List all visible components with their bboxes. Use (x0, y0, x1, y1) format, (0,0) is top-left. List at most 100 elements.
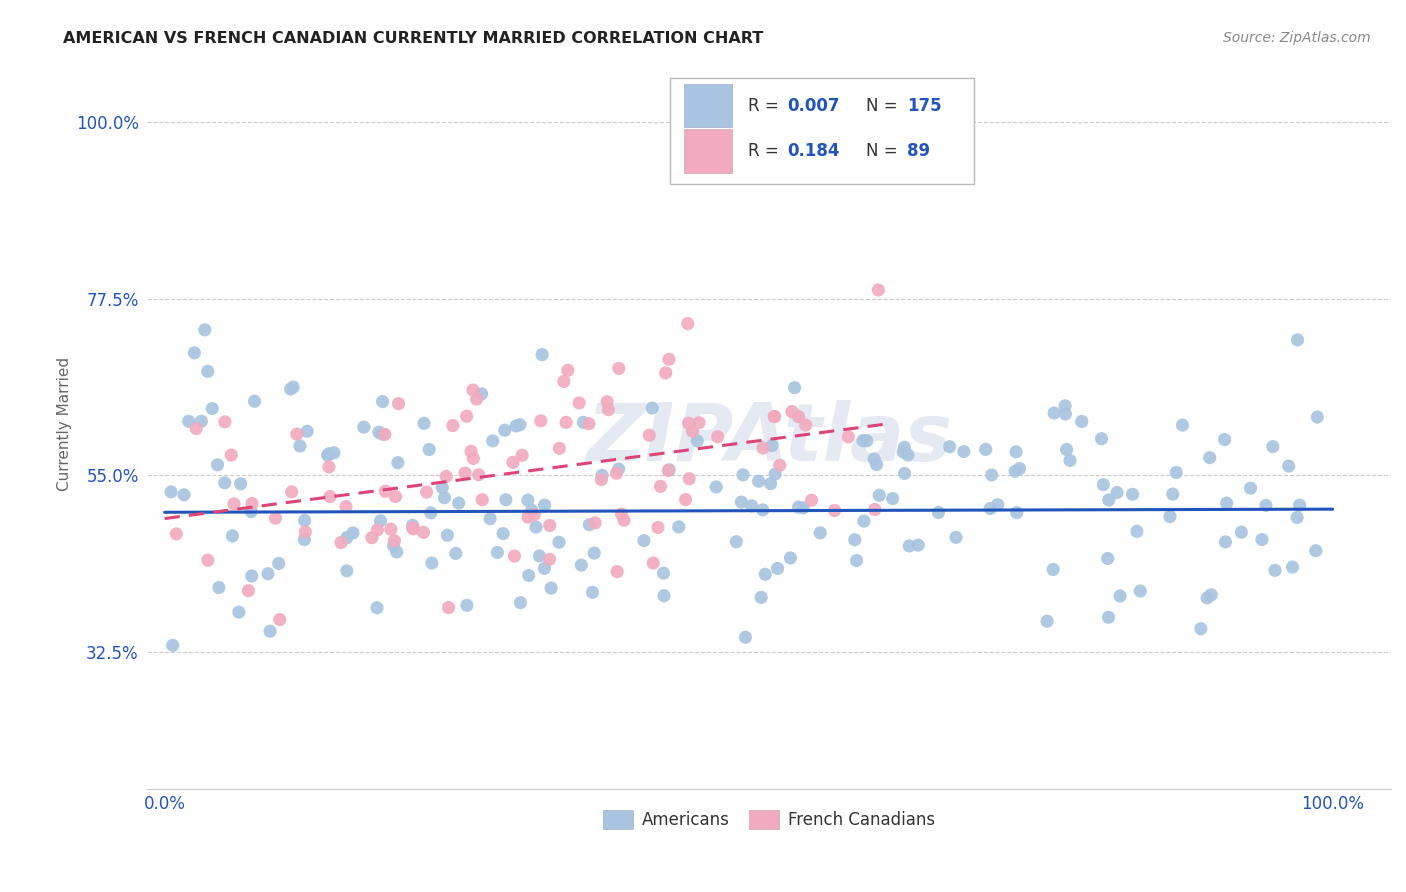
Point (240, 496, 263, 510)
Point (444, 546, 467, 560)
FancyBboxPatch shape (685, 129, 731, 173)
Point (641, 401, 664, 415)
Point (436, 528, 458, 542)
Point (787, 500, 810, 515)
Point (441, 418, 464, 433)
Point (1171, 418, 1194, 433)
Point (503, 549, 526, 563)
Point (292, 533, 315, 547)
Point (1036, 614, 1059, 628)
Point (761, 438, 783, 452)
Point (316, 448, 339, 462)
FancyBboxPatch shape (669, 78, 974, 184)
Point (591, 473, 613, 487)
Point (387, 397, 409, 411)
Point (420, 556, 443, 570)
Point (434, 469, 457, 483)
Point (401, 518, 423, 533)
Point (238, 583, 260, 598)
Point (382, 539, 405, 553)
Point (384, 533, 406, 548)
Point (583, 516, 606, 530)
Point (456, 409, 478, 424)
Point (413, 417, 436, 431)
Point (221, 529, 243, 543)
Point (538, 518, 561, 533)
Point (190, 414, 212, 428)
Point (1097, 610, 1119, 624)
Point (787, 409, 810, 424)
Point (1254, 499, 1277, 513)
Point (402, 521, 425, 535)
Point (654, 366, 676, 380)
Point (366, 523, 388, 537)
Point (658, 463, 681, 477)
Text: N =: N = (866, 96, 903, 114)
Point (1056, 442, 1078, 457)
Point (162, 638, 184, 652)
Point (538, 552, 561, 566)
Point (863, 502, 886, 516)
Point (1005, 445, 1028, 459)
Point (676, 317, 699, 331)
Point (610, 507, 633, 521)
Point (418, 442, 440, 457)
Point (688, 416, 710, 430)
Point (516, 493, 538, 508)
Point (531, 348, 554, 362)
Point (1098, 493, 1121, 508)
Point (837, 430, 859, 444)
Point (734, 630, 756, 644)
Point (208, 581, 231, 595)
Point (228, 605, 250, 619)
Point (173, 488, 195, 502)
Point (502, 455, 524, 469)
Text: 175: 175 (907, 96, 942, 114)
Point (766, 561, 789, 575)
Point (384, 490, 406, 504)
Point (686, 434, 709, 448)
Point (754, 567, 776, 582)
Point (1097, 551, 1119, 566)
Point (259, 624, 281, 639)
Point (533, 561, 555, 575)
Y-axis label: Currently Married: Currently Married (58, 358, 72, 491)
Point (177, 414, 200, 428)
Point (517, 568, 540, 582)
Point (294, 513, 316, 527)
Point (678, 472, 700, 486)
Point (751, 503, 773, 517)
Point (229, 476, 252, 491)
FancyBboxPatch shape (685, 84, 731, 128)
Point (1166, 466, 1188, 480)
Point (891, 445, 914, 459)
Point (650, 479, 672, 493)
Point (1126, 524, 1149, 539)
Point (555, 416, 578, 430)
Point (517, 510, 540, 524)
Point (578, 417, 600, 431)
Point (824, 503, 846, 517)
Point (987, 498, 1010, 512)
Point (706, 430, 728, 444)
Point (598, 402, 620, 417)
Point (479, 511, 502, 525)
Point (240, 504, 263, 518)
Point (741, 499, 763, 513)
Text: N =: N = (866, 142, 908, 160)
Point (980, 467, 1002, 482)
Point (557, 363, 579, 377)
Point (613, 513, 636, 527)
Point (852, 434, 875, 448)
Point (596, 394, 619, 409)
Point (371, 394, 394, 409)
Point (952, 444, 974, 458)
Text: R =: R = (748, 142, 789, 160)
Point (1054, 407, 1077, 421)
Point (336, 531, 359, 545)
Point (704, 480, 727, 494)
Point (1286, 333, 1309, 347)
Point (330, 535, 353, 549)
Text: 89: 89 (907, 142, 931, 160)
Point (243, 394, 266, 409)
